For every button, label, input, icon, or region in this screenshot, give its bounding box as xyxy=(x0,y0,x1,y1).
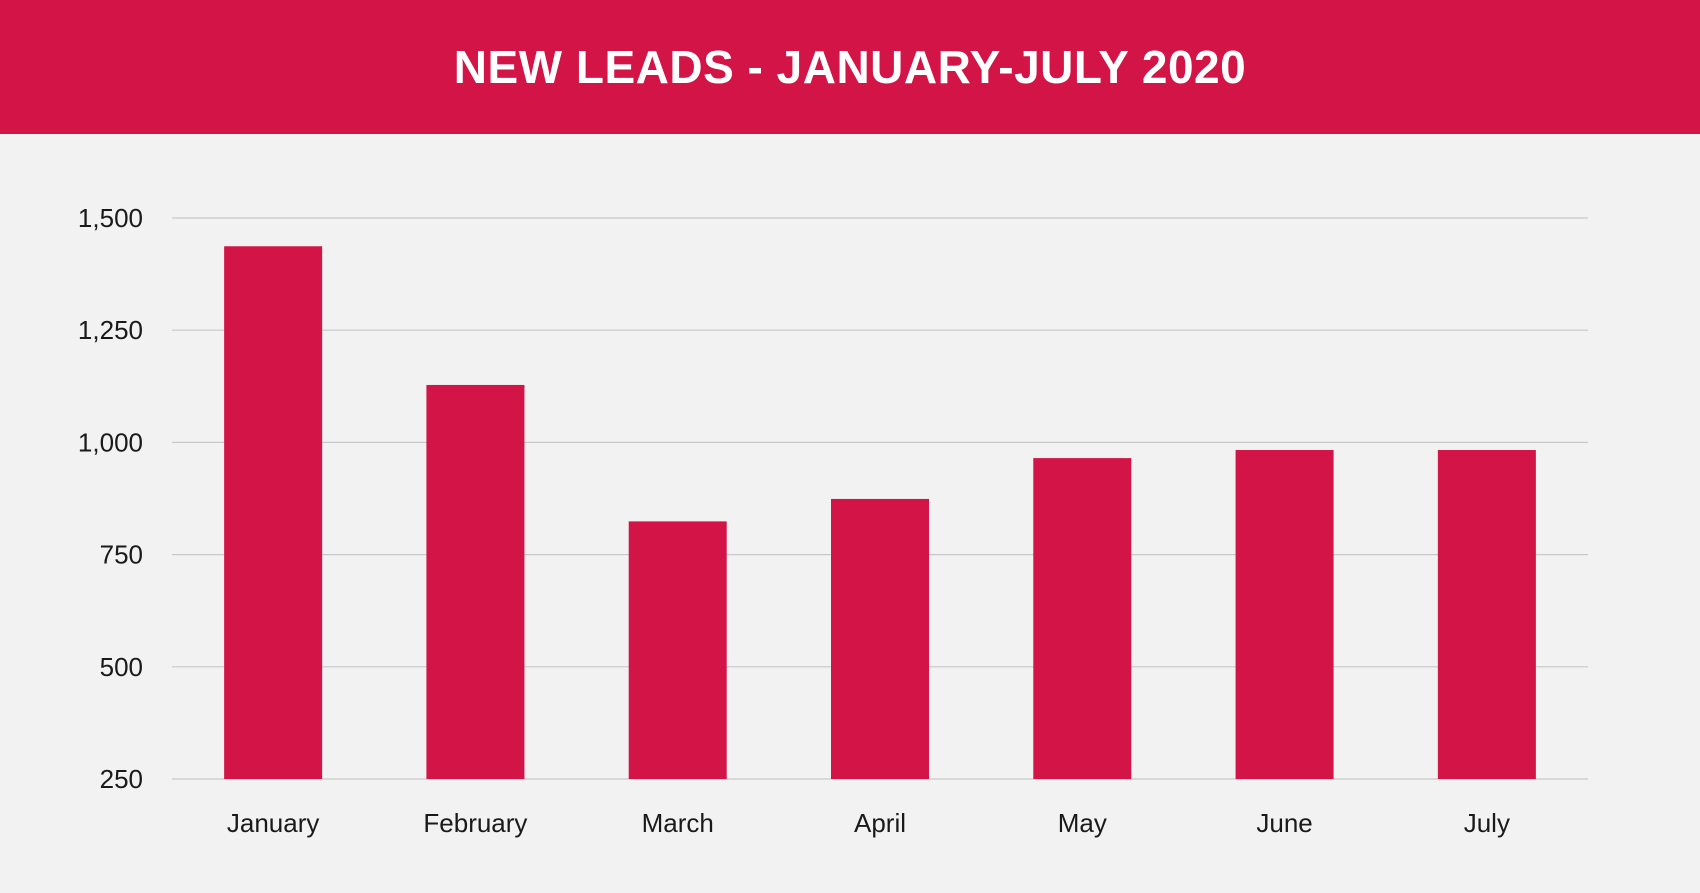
chart-header: NEW LEADS - JANUARY-JULY 2020 xyxy=(0,0,1700,134)
x-tick-label: January xyxy=(227,808,320,838)
x-tick-label: March xyxy=(642,808,714,838)
chart-area: 250 500 750 1,000 1,250 1,500 January February… xyxy=(0,134,1700,888)
x-axis-ticks: January February March April May June July xyxy=(227,808,1510,838)
bar-april xyxy=(831,498,929,779)
y-tick-label: 1,000 xyxy=(78,427,143,457)
bar-july xyxy=(1437,450,1536,779)
chart-title: NEW LEADS - JANUARY-JULY 2020 xyxy=(453,41,1247,93)
bar-january xyxy=(224,246,323,779)
y-tick-label: 750 xyxy=(100,540,143,570)
bar-june xyxy=(1235,450,1334,779)
x-tick-label: May xyxy=(1058,808,1107,838)
x-tick-label: April xyxy=(854,808,906,838)
y-tick-label: 500 xyxy=(100,652,143,682)
y-axis-ticks: 250 500 750 1,000 1,250 1,500 xyxy=(78,203,143,794)
bar-march xyxy=(628,521,727,779)
y-tick-label: 1,500 xyxy=(78,203,143,233)
x-tick-label: February xyxy=(423,808,527,838)
x-tick-label: July xyxy=(1464,808,1510,838)
y-tick-label: 250 xyxy=(100,764,143,794)
bars xyxy=(224,246,1536,779)
x-tick-label: June xyxy=(1256,808,1312,838)
y-tick-label: 1,250 xyxy=(78,315,143,345)
bar-chart: 250 500 750 1,000 1,250 1,500 January February… xyxy=(78,203,1588,838)
bar-may xyxy=(1033,458,1132,779)
bar-february xyxy=(426,384,525,779)
